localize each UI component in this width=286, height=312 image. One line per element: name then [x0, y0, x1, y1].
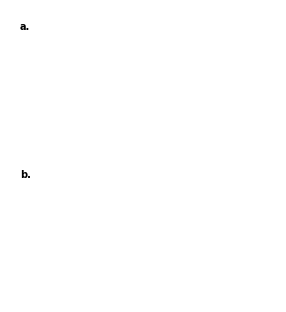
Text: b.: b. [20, 170, 31, 180]
Text: a.: a. [20, 22, 30, 32]
